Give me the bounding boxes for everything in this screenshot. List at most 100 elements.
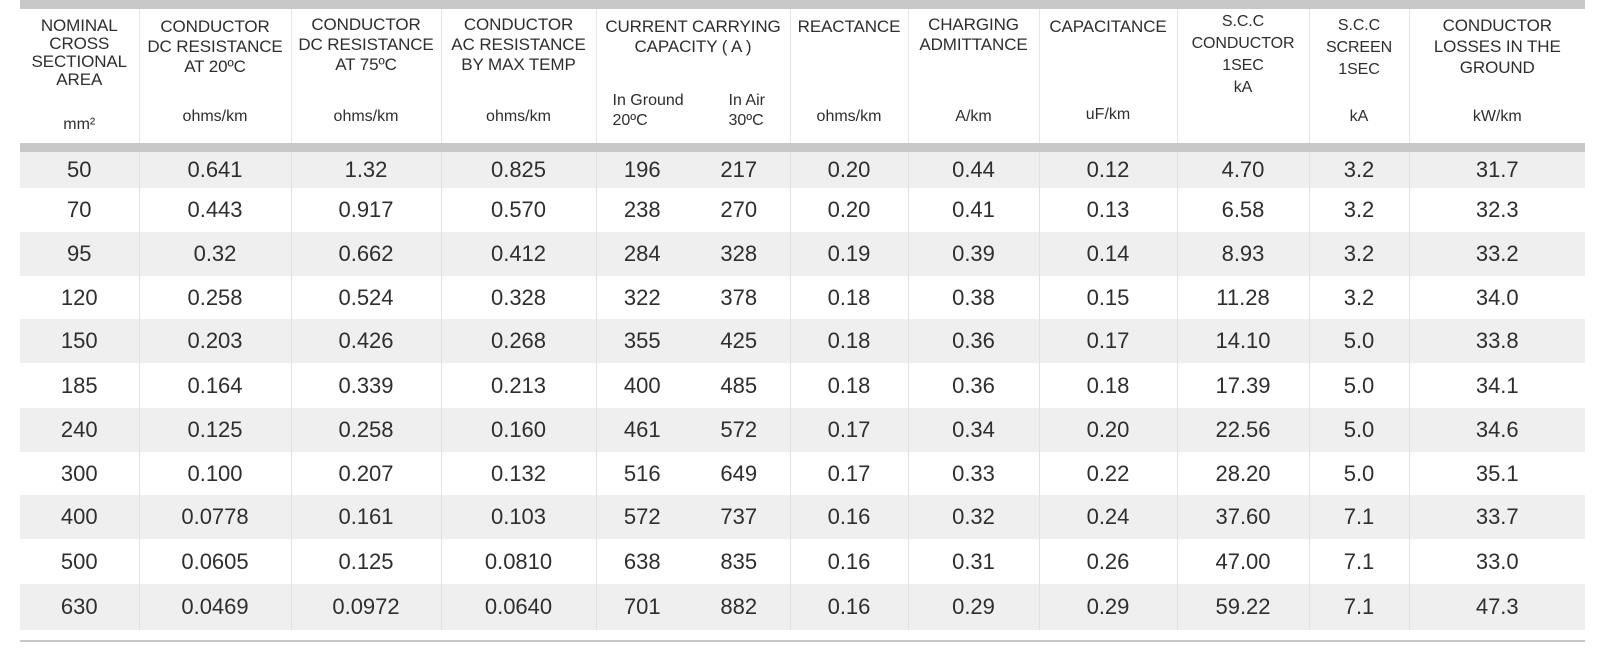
header-title: S.C.C SCREEN 1SEC — [1325, 17, 1393, 78]
cell-current-air: 649 — [688, 452, 791, 495]
header-capacitance: CAPACITANCE uF/km — [1039, 9, 1178, 145]
cell-losses: 31.7 — [1409, 152, 1585, 188]
header-scc-conductor: S.C.C CONDUCTOR 1SEC kA — [1177, 9, 1310, 145]
cell-dc-res-75: 0.0972 — [291, 584, 442, 630]
table-row: 400 0.0778 0.161 0.103 572 737 0.16 0.32 0.24 37.… — [20, 495, 1585, 539]
cell-current-air: 425 — [688, 319, 791, 363]
cell-ac-res: 0.570 — [441, 188, 597, 232]
cell-dc-res-20: 0.164 — [139, 363, 292, 408]
cell-capacitance: 0.22 — [1039, 452, 1178, 495]
cell-losses: 34.6 — [1409, 408, 1585, 452]
cell-losses: 34.1 — [1475, 372, 1519, 398]
cell-current-air: 270 — [688, 188, 791, 232]
header-sub-ground: In Ground 20ºC — [612, 92, 684, 129]
cell-admittance: 0.44 — [908, 152, 1040, 188]
cell-reactance: 0.16 — [790, 584, 909, 630]
cell-capacitance: 0.14 — [1039, 232, 1178, 276]
cell-scc-conductor: 28.20 — [1177, 452, 1310, 495]
header-cross-sectional-area: NOMINAL CROSS SECTIONAL AREA mm² — [20, 9, 140, 145]
cell-reactance: 0.18 — [790, 276, 909, 319]
cell-ac-res: 0.328 — [441, 276, 597, 319]
cell-ac-res: 0.213 — [441, 363, 597, 408]
cell-area: 70 — [20, 188, 140, 232]
header-current-capacity: CURRENT CARRYING CAPACITY ( A ) In Groun… — [596, 9, 791, 145]
cell-admittance: 0.38 — [908, 276, 1040, 319]
cell-current-ground: 516 — [623, 460, 661, 486]
cell-area: 300 — [20, 452, 140, 495]
table-row: 240 0.125 0.258 0.160 461 572 0.17 0.34 0.20 22.5… — [20, 408, 1585, 452]
cell-admittance: 0.36 — [908, 363, 1040, 408]
cell-dc-res-20: 0.443 — [139, 188, 292, 232]
header-conductor-losses: CONDUCTOR LOSSES IN THE GROUND kW/km — [1409, 9, 1585, 145]
cell-admittance: 0.39 — [908, 232, 1040, 276]
cell-current-ground: 400 — [623, 372, 661, 398]
header-title: CAPACITANCE — [1049, 17, 1167, 36]
cell-dc-res-75: 0.207 — [291, 452, 442, 495]
top-rule — [20, 0, 1585, 9]
cell-reactance: 0.17 — [790, 408, 909, 452]
cell-admittance: 0.34 — [908, 408, 1040, 452]
cell-losses: 34.0 — [1475, 284, 1519, 310]
cell-scc-screen: 7.1 — [1309, 539, 1410, 584]
header-unit: uF/km — [1085, 106, 1131, 123]
cell-current-ground: 238 — [623, 197, 661, 222]
cell-dc-res-75: 1.32 — [291, 152, 442, 188]
cell-reactance: 0.16 — [790, 539, 909, 584]
table-row: 630 0.0469 0.0972 0.0640 701 882 0.16 0.29 0.29 5… — [20, 584, 1585, 630]
cell-scc-conductor: 11.28 — [1177, 276, 1310, 319]
cell-admittance: 0.31 — [908, 539, 1040, 584]
header-title: CONDUCTOR DC RESISTANCE AT 75ºC — [298, 15, 434, 74]
cell-dc-res-20: 0.0778 — [139, 495, 292, 539]
cell-area: 120 — [20, 276, 140, 319]
cell-scc-screen: 5.0 — [1309, 408, 1410, 452]
cell-ac-res: 0.160 — [441, 408, 597, 452]
cell-current-air: 572 — [688, 408, 791, 452]
cell-ac-res: 0.0810 — [441, 539, 597, 584]
cell-scc-screen: 5.0 — [1309, 363, 1410, 408]
cell-dc-res-75: 0.125 — [291, 539, 442, 584]
cell-current-air: 217 — [688, 152, 791, 188]
cell-current-ground: 284 — [596, 232, 688, 276]
table-row: 50 0.641 1.32 0.825 196 217 0.20 0.44 0.12 4.70 3.… — [20, 152, 1585, 188]
cell-current-air: 328 — [688, 232, 791, 276]
cell-reactance: 0.18 — [790, 319, 909, 363]
header-unit: ohms/km — [182, 108, 248, 125]
header-title: CHARGING ADMITTANCE — [919, 15, 1028, 54]
cell-current-ground: 322 — [623, 284, 661, 310]
cell-area: 630 — [20, 584, 140, 630]
header-unit: kW/km — [1472, 108, 1522, 125]
cell-scc-conductor: 47.00 — [1177, 539, 1310, 584]
cell-losses: 32.3 — [1475, 197, 1519, 222]
cell-reactance: 0.20 — [790, 188, 909, 232]
header-title: REACTANCE — [797, 17, 901, 36]
cell-ac-res: 0.268 — [441, 319, 597, 363]
cell-dc-res-20: 0.641 — [139, 152, 292, 188]
cell-losses: 33.2 — [1409, 232, 1585, 276]
cell-dc-res-75: 0.339 — [291, 363, 442, 408]
header-unit: ohms/km — [816, 108, 882, 125]
header-dc-resistance-75: CONDUCTOR DC RESISTANCE AT 75ºC ohms/km — [291, 9, 442, 145]
table-row: 300 0.100 0.207 0.132 516 649 0.17 0.33 0.22 28.2… — [20, 452, 1585, 495]
cell-dc-res-20: 0.0605 — [139, 539, 292, 584]
cell-current-ground: 638 — [623, 548, 661, 574]
cell-area: 400 — [20, 495, 140, 539]
cell-current-ground: 355 — [596, 319, 688, 363]
cell-scc-conductor: 6.58 — [1177, 188, 1310, 232]
cell-current-air: 378 — [688, 276, 791, 319]
header-scc-screen: S.C.C SCREEN 1SEC kA — [1309, 9, 1410, 145]
header-title: CONDUCTOR DC RESISTANCE AT 20ºC — [147, 17, 283, 76]
header-unit: ohms/km — [486, 108, 551, 125]
table-row: 185 0.164 0.339 0.213 400 485 0.18 0.36 0.18 17.3… — [20, 363, 1585, 408]
cell-scc-screen: 7.1 — [1309, 495, 1410, 539]
cell-losses: 35.1 — [1475, 460, 1519, 486]
cell-current-ground: 461 — [596, 408, 688, 452]
cell-current-air: 737 — [688, 495, 791, 539]
cell-dc-res-75: 0.258 — [291, 408, 442, 452]
header-unit: kA — [1349, 108, 1369, 125]
cell-scc-conductor: 37.60 — [1177, 495, 1310, 539]
cell-area: 50 — [20, 152, 140, 188]
cell-admittance: 0.41 — [908, 188, 1040, 232]
cell-scc-conductor: 14.10 — [1177, 319, 1310, 363]
header-reactance: REACTANCE ohms/km — [790, 9, 909, 145]
cell-scc-conductor: 8.93 — [1177, 232, 1310, 276]
